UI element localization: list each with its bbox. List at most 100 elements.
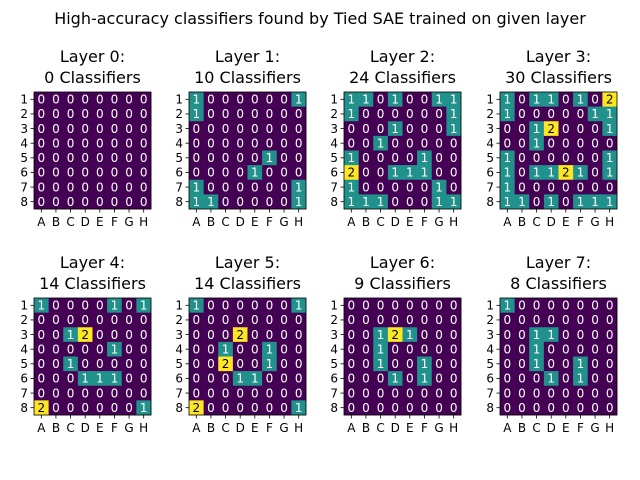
cell-value-label: 1: [450, 195, 458, 209]
heatmap-cell: [543, 135, 559, 151]
heatmap-cell: [431, 150, 447, 166]
cell-value-label: 0: [207, 328, 215, 342]
heatmap-cell: [276, 356, 292, 372]
cell-value-label: 0: [222, 386, 230, 400]
heatmap-cell: [373, 400, 389, 416]
cell-value-label: 0: [518, 122, 526, 136]
heatmap-cell: [387, 400, 403, 416]
cell-value-label: 0: [406, 180, 414, 194]
cell-value-label: 0: [562, 151, 570, 165]
cell-value-label: 0: [591, 180, 599, 194]
cell-value-label: 1: [577, 372, 585, 386]
cell-value-label: 0: [391, 342, 399, 356]
cell-value-label: 0: [518, 313, 526, 327]
heatmap-cell: [558, 327, 574, 343]
cell-value-label: 0: [577, 180, 585, 194]
cell-value-label: 0: [207, 151, 215, 165]
cell-value-label: 0: [280, 93, 288, 107]
cell-value-label: 0: [111, 107, 119, 121]
cell-value-label: 0: [67, 166, 75, 180]
heatmap-cell: [291, 356, 307, 372]
heatmap-cell: [92, 165, 108, 181]
cell-value-label: 1: [547, 93, 555, 107]
heatmap-cell: [431, 385, 447, 401]
heatmap-cell: [276, 312, 292, 328]
cell-value-label: 0: [362, 166, 370, 180]
cell-value-label: 0: [450, 357, 458, 371]
y-tick-label: 5: [175, 357, 183, 371]
heatmap-cell: [34, 92, 49, 107]
heatmap-cell: [92, 371, 108, 387]
heatmap-cell: [63, 92, 79, 107]
cell-value-label: 0: [606, 313, 614, 327]
heatmap-cell: [573, 312, 589, 328]
heatmap-cell: [48, 179, 64, 195]
cell-value-label: 0: [125, 195, 133, 209]
heatmap-cell: [189, 400, 204, 416]
heatmap-cell: [529, 121, 545, 137]
cell-value-label: 0: [518, 401, 526, 415]
cell-value-label: 0: [406, 342, 414, 356]
cell-value-label: 1: [533, 93, 541, 107]
heatmap-cell: [262, 121, 278, 137]
heatmap-cell: [602, 165, 618, 181]
cell-value-label: 0: [606, 328, 614, 342]
cell-value-label: 0: [266, 313, 274, 327]
heatmap-cell: [387, 150, 403, 166]
heatmap-cell: [232, 150, 248, 166]
cell-value-label: 0: [222, 107, 230, 121]
cell-value-label: 1: [347, 180, 355, 194]
y-tick-label: 5: [330, 357, 338, 371]
cell-value-label: 0: [435, 328, 443, 342]
cell-value-label: 0: [606, 372, 614, 386]
cell-value-label: 0: [236, 122, 244, 136]
heatmap-cell: [92, 150, 108, 166]
panel-title-line1: Layer 2:: [370, 47, 435, 66]
cell-value-label: 0: [606, 342, 614, 356]
heatmap-cell: [446, 327, 462, 343]
cell-value-label: 0: [280, 328, 288, 342]
cell-value-label: 0: [591, 313, 599, 327]
heatmap-cell: [573, 327, 589, 343]
cell-value-label: 0: [37, 166, 45, 180]
heatmap-cell: [291, 298, 307, 313]
panel-title-line1: Layer 0:: [60, 47, 125, 66]
cell-value-label: 1: [192, 180, 200, 194]
heatmap-cell: [529, 298, 545, 313]
cell-value-label: 1: [450, 107, 458, 121]
panel-title-line2: 10 Classifiers: [194, 68, 301, 87]
cell-value-label: 0: [533, 401, 541, 415]
heatmap-cell: [417, 356, 433, 372]
cell-value-label: 0: [111, 401, 119, 415]
cell-value-label: 0: [421, 342, 429, 356]
heatmap-cell: [92, 194, 108, 210]
heatmap-cell: [63, 327, 79, 343]
y-tick-label: 8: [20, 401, 28, 415]
cell-value-label: 0: [547, 151, 555, 165]
heatmap-cell: [121, 371, 137, 387]
x-tick-label: B: [518, 421, 526, 435]
y-tick-label: 5: [486, 357, 494, 371]
cell-value-label: 0: [391, 313, 399, 327]
cell-value-label: 0: [295, 136, 303, 150]
heatmap-cell: [203, 385, 219, 401]
cell-value-label: 0: [391, 357, 399, 371]
heatmap-cell: [247, 150, 263, 166]
heatmap-cell: [431, 194, 447, 210]
heatmap-cell: [373, 356, 389, 372]
cell-value-label: 0: [362, 386, 370, 400]
cell-value-label: 0: [347, 386, 355, 400]
heatmap-cell: [232, 194, 248, 210]
cell-value-label: 0: [81, 107, 89, 121]
cell-value-label: 2: [192, 401, 200, 415]
heatmap-cell: [417, 327, 433, 343]
heatmap-cell: [500, 150, 515, 166]
cell-value-label: 1: [37, 299, 45, 313]
x-tick-label: G: [434, 215, 443, 229]
cell-value-label: 0: [236, 299, 244, 313]
cell-value-label: 0: [562, 401, 570, 415]
cell-value-label: 0: [111, 180, 119, 194]
figure-title: High-accuracy classifiers found by Tied …: [54, 9, 586, 28]
y-tick-label: 8: [330, 195, 338, 209]
cell-value-label: 0: [111, 122, 119, 136]
